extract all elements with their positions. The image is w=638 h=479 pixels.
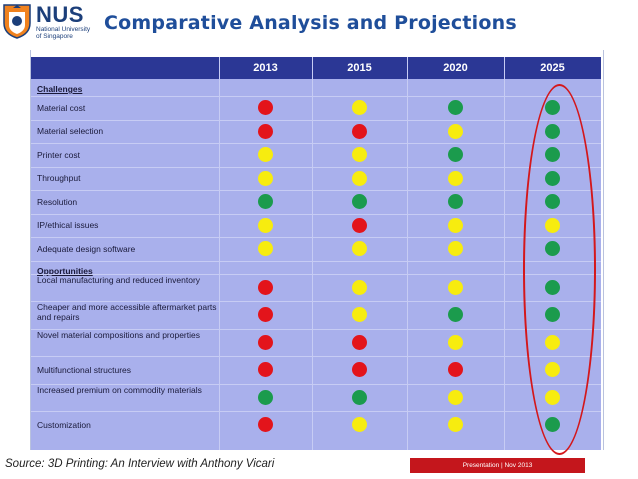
rating-dot-green	[448, 307, 463, 323]
slide-title: Comparative Analysis and Projections	[104, 12, 517, 34]
grid-column-line	[504, 57, 505, 450]
grid-row-line	[31, 96, 601, 97]
table-row-label: Local manufacturing and reduced inventor…	[37, 274, 201, 285]
rating-dot-red	[258, 417, 273, 433]
rating-dot-red	[448, 362, 463, 378]
rating-dot-yellow	[448, 241, 463, 257]
section-header-opportunities: Opportunities	[37, 265, 93, 276]
rating-dot-red	[258, 123, 273, 139]
rating-dot-green	[258, 389, 273, 405]
rating-dot-green	[448, 147, 463, 163]
table-row-label: Resolution	[37, 196, 78, 207]
rating-dot-yellow	[258, 147, 273, 163]
rating-dot-red	[258, 100, 273, 116]
rating-dot-red	[258, 362, 273, 378]
grid-row-line	[31, 237, 601, 238]
grid-row-line	[31, 383, 601, 385]
rating-dot-green	[352, 389, 367, 405]
table-row-label: Novel material compositions and properti…	[37, 329, 200, 340]
rating-dot-yellow	[448, 170, 463, 186]
rating-dot-yellow	[448, 417, 463, 433]
rating-dot-yellow	[352, 307, 367, 323]
grid-row-line	[31, 328, 601, 330]
table-row-label: Material cost	[37, 102, 86, 113]
year-header-2025: 2025	[540, 62, 565, 74]
grid-row-line	[31, 119, 601, 121]
logo-text: NUS	[36, 2, 84, 27]
rating-dot-red	[352, 362, 367, 378]
rating-dot-yellow	[448, 123, 463, 139]
grid-row-line	[31, 273, 601, 275]
rating-dot-red	[352, 334, 367, 350]
rating-dot-green	[258, 194, 273, 210]
rating-dot-yellow	[258, 170, 273, 186]
table-row-label: Cheaper and more accessible aftermarket …	[37, 302, 217, 322]
rating-dot-green	[352, 194, 367, 210]
rating-dot-yellow	[352, 241, 367, 257]
year-header-2015: 2015	[347, 62, 372, 74]
rating-dot-yellow	[448, 389, 463, 405]
table-row-label: Throughput	[37, 173, 81, 184]
table-row-label: Printer cost	[37, 149, 80, 160]
nus-logo: NUS National University of Singapore	[2, 2, 94, 43]
rating-dot-yellow	[352, 170, 367, 186]
presentation-badge: Presentation | Nov 2013	[410, 458, 585, 473]
rating-dot-yellow	[352, 147, 367, 163]
rating-dot-red	[352, 217, 367, 233]
rating-dot-green	[448, 194, 463, 210]
grid-row-line	[31, 260, 601, 262]
rating-dot-red	[352, 123, 367, 139]
grid-row-line	[31, 166, 601, 168]
rating-dot-green	[448, 100, 463, 116]
crest-icon	[3, 4, 31, 39]
grid-row-line	[31, 301, 601, 302]
source-citation: Source: 3D Printing: An Interview with A…	[5, 458, 275, 470]
rating-dot-red	[258, 279, 273, 295]
table-row-label: IP/ethical issues	[37, 220, 99, 231]
rating-dot-yellow	[258, 241, 273, 257]
section-header-challenges: Challenges	[37, 84, 83, 94]
grid-row-line	[31, 190, 601, 191]
rating-dot-red	[258, 334, 273, 350]
rating-dot-red	[258, 307, 273, 323]
table-row-label: Customization	[37, 419, 91, 430]
highlight-ellipse-2025	[523, 84, 596, 455]
year-header-2013: 2013	[253, 62, 278, 74]
grid-column-line	[407, 57, 408, 450]
table-row-label: Increased premium on commodity materials	[37, 384, 202, 395]
rating-dot-yellow	[448, 279, 463, 295]
grid-row-line	[31, 356, 601, 357]
grid-column-line	[219, 57, 220, 450]
grid-column-line	[312, 57, 313, 450]
year-header-2020: 2020	[443, 62, 468, 74]
rating-dot-yellow	[448, 217, 463, 233]
rating-dot-yellow	[258, 217, 273, 233]
rating-dot-yellow	[352, 417, 367, 433]
rating-dot-yellow	[352, 279, 367, 295]
comparison-table: 2013 2015 2020 2025 Challenges Material c…	[31, 57, 601, 450]
table-frame	[30, 50, 604, 450]
grid-row-line	[31, 143, 601, 144]
table-header-row: 2013 2015 2020 2025	[31, 57, 601, 79]
grid-row-line	[31, 411, 601, 412]
table-row-label: Adequate design software	[37, 243, 136, 254]
rating-dot-yellow	[352, 100, 367, 116]
logo-subtext: National University of Singapore	[36, 26, 91, 40]
table-row-label: Material selection	[37, 126, 104, 137]
table-row-label: Multifunctional structures	[37, 364, 132, 375]
rating-dot-yellow	[448, 334, 463, 350]
grid-row-line	[31, 213, 601, 215]
